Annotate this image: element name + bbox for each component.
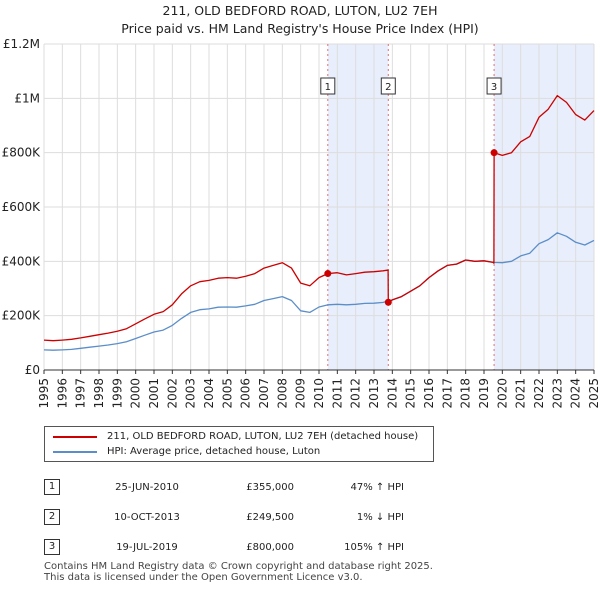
sale-hpi-change: 105% ↑ HPI — [344, 541, 404, 553]
sale-marker-box — [320, 77, 336, 95]
x-tick-label: 2010 — [312, 378, 326, 409]
sale-number-badge: 2 — [44, 509, 60, 525]
chart-title-line1: 211, OLD BEDFORD ROAD, LUTON, LU2 7EH — [162, 3, 438, 18]
x-tick-label: 2014 — [385, 378, 399, 409]
chart-title: 211, OLD BEDFORD ROAD, LUTON, LU2 7EH Pr… — [0, 2, 600, 38]
sale-number-badge: 1 — [44, 479, 60, 495]
y-tick-label: £0 — [25, 363, 40, 377]
x-tick-label: 2015 — [404, 378, 418, 409]
y-tick-label: £1.2M — [3, 37, 40, 51]
x-tick-label: 2019 — [477, 378, 491, 409]
sales-row: 2 10-OCT-2013 £249,500 1% ↓ HPI — [40, 502, 404, 532]
x-tick-label: 2006 — [239, 378, 253, 409]
sale-price: £355,000 — [246, 481, 294, 493]
sale-marker-label: 3 — [491, 82, 497, 93]
sales-table: 1 25-JUN-2010 £355,000 47% ↑ HPI 2 10-OC… — [40, 472, 404, 562]
sale-price: £800,000 — [246, 541, 294, 553]
x-tick-label: 2004 — [202, 378, 216, 409]
x-tick-label: 2025 — [587, 378, 600, 409]
x-tick-label: 2023 — [550, 378, 564, 409]
x-tick-label: 1999 — [110, 378, 124, 409]
y-tick-label: £1M — [14, 91, 40, 105]
x-tick-label: 1996 — [55, 378, 69, 409]
x-tick-label: 1998 — [92, 378, 106, 409]
x-tick-label: 1997 — [74, 378, 88, 409]
x-tick-label: 2008 — [275, 378, 289, 409]
x-tick-label: 2000 — [129, 378, 143, 409]
x-tick-label: 2021 — [514, 378, 528, 409]
x-tick-label: 2020 — [495, 378, 509, 409]
legend-swatch-hpi — [53, 450, 97, 453]
sale-number-badge: 3 — [44, 539, 60, 555]
sale-date: 25-JUN-2010 — [115, 481, 179, 493]
sale-point — [384, 298, 392, 306]
sale-marker-label: 1 — [325, 82, 331, 93]
footer-line2: This data is licensed under the Open Gov… — [44, 572, 363, 583]
sale-point — [490, 149, 498, 157]
sale-price: £249,500 — [246, 511, 294, 523]
x-tick-label: 1995 — [37, 378, 51, 409]
x-tick-label: 2018 — [459, 378, 473, 409]
x-tick-label: 2011 — [330, 378, 344, 409]
x-tick-label: 2003 — [184, 378, 198, 409]
sale-date: 10-OCT-2013 — [114, 511, 180, 523]
x-tick-label: 2024 — [569, 378, 583, 409]
y-tick-label: £400K — [2, 254, 42, 268]
x-tick-label: 2002 — [165, 378, 179, 409]
legend-label-hpi: HPI: Average price, detached house, Luto… — [107, 446, 321, 457]
sale-marker-box — [380, 77, 396, 95]
sale-point — [324, 270, 332, 278]
sale-hpi-change: 47% ↑ HPI — [350, 481, 404, 493]
sale-marker-box — [486, 77, 502, 95]
hpi-series-line — [43, 232, 595, 351]
chart-legend: 211, OLD BEDFORD ROAD, LUTON, LU2 7EH (d… — [44, 426, 434, 462]
x-tick-label: 2007 — [257, 378, 271, 409]
sale-hpi-change: 1% ↓ HPI — [356, 511, 404, 523]
x-tick-label: 2017 — [440, 378, 454, 409]
legend-swatch-property — [53, 435, 97, 438]
x-tick-label: 2013 — [367, 378, 381, 409]
x-tick-label: 2022 — [532, 378, 546, 409]
x-tick-label: 2016 — [422, 378, 436, 409]
price-chart: 1 2 3 1995 1996 1997 1998 1999 2000 2001 2002 2003… — [2, 37, 600, 409]
sales-row: 1 25-JUN-2010 £355,000 47% ↑ HPI — [40, 472, 404, 502]
sale-date: 19-JUL-2019 — [116, 541, 178, 553]
sales-row: 3 19-JUL-2019 £800,000 105% ↑ HPI — [40, 532, 404, 562]
y-tick-label: £200K — [2, 309, 42, 323]
y-tick-label: £600K — [2, 200, 42, 214]
x-tick-label: 2001 — [147, 378, 161, 409]
x-tick-label: 2009 — [294, 378, 308, 409]
footer-line1: Contains HM Land Registry data © Crown c… — [44, 561, 433, 572]
footer-attribution: Contains HM Land Registry data © Crown c… — [44, 561, 433, 583]
sale-marker-label: 2 — [385, 82, 391, 93]
x-tick-label: 2012 — [349, 378, 363, 409]
legend-item-hpi: HPI: Average price, detached house, Luto… — [53, 444, 320, 459]
chart-title-line2: Price paid vs. HM Land Registry's House … — [121, 21, 479, 36]
legend-label-property: 211, OLD BEDFORD ROAD, LUTON, LU2 7EH (d… — [107, 431, 419, 442]
y-tick-label: £800K — [2, 146, 42, 160]
x-tick-label: 2005 — [220, 378, 234, 409]
legend-item-property: 211, OLD BEDFORD ROAD, LUTON, LU2 7EH (d… — [53, 429, 418, 444]
